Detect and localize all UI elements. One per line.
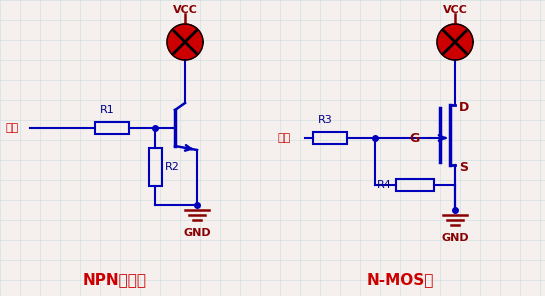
Text: NPN三極管: NPN三極管 [83, 273, 147, 287]
Text: S: S [459, 160, 468, 173]
Text: 輸入: 輸入 [278, 133, 291, 143]
Text: VCC: VCC [173, 5, 197, 15]
Text: R1: R1 [100, 105, 114, 115]
Text: GND: GND [183, 228, 211, 238]
Polygon shape [167, 24, 203, 60]
Text: VCC: VCC [443, 5, 468, 15]
Text: N-MOS管: N-MOS管 [366, 273, 434, 287]
Bar [95, 122, 129, 134]
Polygon shape [437, 24, 473, 60]
Text: R2: R2 [165, 162, 180, 171]
Text: G: G [410, 131, 420, 144]
Text: GND: GND [441, 233, 469, 243]
Bar [313, 132, 347, 144]
Bar [396, 179, 434, 191]
Text: R4: R4 [377, 180, 392, 190]
Text: D: D [459, 101, 469, 113]
Text: R3: R3 [318, 115, 332, 125]
Bar [148, 147, 161, 186]
Text: 輸入: 輸入 [5, 123, 18, 133]
